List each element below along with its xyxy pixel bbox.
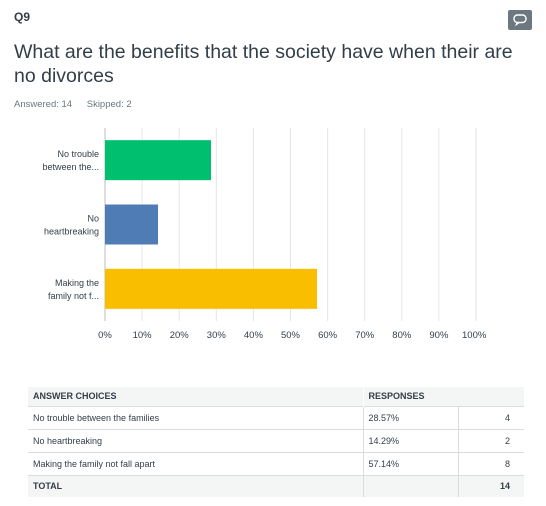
bar[interactable] [105,140,211,181]
skipped-count: Skipped: 2 [86,99,132,110]
total-percent [363,474,459,497]
x-tick-label: 60% [318,330,338,341]
x-tick-label: 30% [207,330,227,341]
row-count: 4 [458,405,524,429]
x-tick-label: 80% [392,330,412,341]
category-label: No trouble between the... [42,149,99,172]
x-tick-label: 90% [429,330,449,341]
category-label: No heartbreaking [44,214,99,237]
total-count: 14 [458,474,524,497]
bar-chart: 0% 10% 20% 30% 40% 50% 60% 70% 80% 90% 100% No trou… [42,128,487,341]
x-tick-label: 40% [244,330,264,341]
row-choice: Making the family not fall apart [28,451,364,475]
table-row: Making the family not fall apart 57.14% … [28,451,524,475]
x-tick-label: 50% [281,330,301,341]
row-percent: 57.14% [363,451,459,475]
x-tick-label: 20% [170,330,190,341]
category-label: Making the family not f... [48,278,99,301]
total-label: TOTAL [28,474,364,497]
row-percent: 14.29% [363,428,459,452]
table-header-row: ANSWER CHOICES RESPONSES [28,387,524,406]
answered-count: Answered: 14 [14,99,73,110]
response-stats: Answered: 14 Skipped: 2 [14,99,144,110]
x-tick-label: 70% [355,330,375,341]
comment-button[interactable] [508,10,532,30]
bar[interactable] [105,268,317,309]
header-answer-choices: ANSWER CHOICES [28,387,364,406]
x-tick-label: 100% [462,330,487,341]
row-choice: No trouble between the families [28,405,364,429]
bar[interactable] [105,204,159,245]
row-percent: 28.57% [363,405,459,429]
question-number: Q9 [14,10,31,24]
row-count: 2 [458,428,524,452]
answer-table: ANSWER CHOICES RESPONSES No trouble betw… [28,387,524,497]
row-count: 8 [458,451,524,475]
row-choice: No heartbreaking [28,428,364,452]
header-responses: RESPONSES [363,387,458,406]
x-tick-label: 10% [133,330,153,341]
table-total-row: TOTAL 14 [28,474,524,497]
x-tick-label: 0% [98,330,112,341]
header-count [458,387,524,406]
table-row: No trouble between the families 28.57% 4 [28,405,524,429]
speech-bubble-icon [513,14,527,26]
table-row: No heartbreaking 14.29% 2 [28,428,524,452]
question-title: What are the benefits that the society h… [14,41,513,87]
